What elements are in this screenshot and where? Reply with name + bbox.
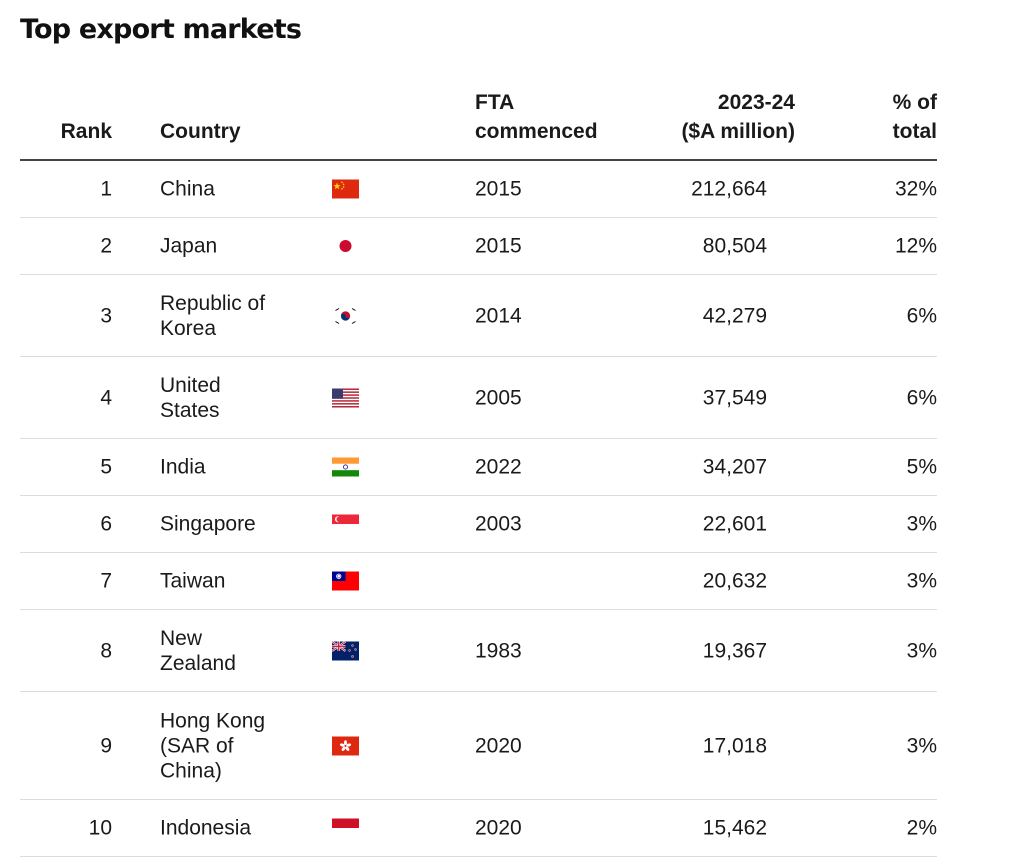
export-value-cell: 37,549 <box>702 386 767 409</box>
india-flag-icon <box>332 457 359 477</box>
rank-cell: 1 <box>100 177 112 201</box>
fta-year-cell: 1983 <box>475 639 522 662</box>
country-cell: Indonesia <box>160 816 310 841</box>
header-pct-line2: total <box>892 120 937 143</box>
country-name-line: Indonesia <box>160 816 252 840</box>
country-cell: New Zealand <box>160 626 310 676</box>
table-row: 2 Japan 2015 80,504 12% <box>20 218 937 275</box>
table-row: 5 India 2022 34,207 5% <box>20 439 937 496</box>
export-value-cell: 19,367 <box>702 639 767 662</box>
percent-total-cell: 6% <box>906 386 937 409</box>
fta-year-cell: 2005 <box>475 386 522 409</box>
fta-year-cell: 2020 <box>475 734 522 757</box>
percent-total-cell: 12% <box>894 234 937 258</box>
country-name-line: States <box>160 398 220 422</box>
country-name-line: New <box>160 626 203 650</box>
table-row: 9 Hong Kong (SAR of China) 2020 17,018 3% <box>20 692 937 800</box>
country-name-line: Taiwan <box>160 569 226 593</box>
table-row: 3 Republic of Korea 2014 42,279 6% <box>20 275 937 357</box>
country-name-line: China <box>160 177 215 201</box>
new-zealand-flag-icon <box>332 641 359 660</box>
country-cell: India <box>160 455 310 480</box>
percent-total-cell: 3% <box>906 569 937 593</box>
country-name-line: Republic of <box>160 291 266 315</box>
country-name-line: United <box>160 373 221 397</box>
header-fta-line1: FTA <box>475 91 515 114</box>
fta-year-cell: 2022 <box>475 455 522 479</box>
rank-cell: 10 <box>88 816 112 840</box>
rank-cell: 6 <box>100 512 112 536</box>
percent-total-cell: 3% <box>906 734 937 757</box>
header-value-line1: 2023-24 <box>717 91 795 114</box>
rank-cell: 7 <box>100 569 112 593</box>
country-cell: China <box>160 177 310 202</box>
country-name-line: Korea <box>160 316 217 340</box>
country-name-line: Hong Kong <box>160 709 266 732</box>
header-pct: % of total <box>893 88 937 146</box>
header-fta: FTA commenced <box>475 88 598 146</box>
rank-cell: 8 <box>100 639 112 662</box>
country-cell: Hong Kong (SAR of China) <box>160 708 310 783</box>
rank-cell: 3 <box>100 304 112 327</box>
table-row: 1 China 2015 212,664 32% <box>20 161 937 218</box>
hong-kong-flag-icon <box>332 736 359 755</box>
header-value-line2: ($A million) <box>681 120 795 143</box>
percent-total-cell: 6% <box>906 304 937 327</box>
header-fta-line2: commenced <box>475 120 598 143</box>
rank-cell: 5 <box>100 455 112 479</box>
country-name-line: Singapore <box>160 512 256 536</box>
rank-cell: 4 <box>100 386 112 409</box>
table-row: 4 United States 2005 37,549 6% <box>20 357 937 439</box>
country-cell: Singapore <box>160 512 310 537</box>
country-cell: Republic of Korea <box>160 291 310 341</box>
export-value-cell: 15,462 <box>702 816 767 840</box>
indonesia-flag-icon <box>332 818 359 838</box>
fta-year-cell: 2003 <box>475 512 522 536</box>
export-markets-table: Rank Country FTA commenced 2023-24 ($A m… <box>20 88 937 857</box>
table-row: 10 Indonesia 2020 15,462 2% <box>20 800 937 857</box>
table-row: 6 Singapore 2003 22,601 3% <box>20 496 937 553</box>
header-value: 2023-24 ($A million) <box>681 88 795 146</box>
usa-flag-icon <box>332 388 359 407</box>
percent-total-cell: 5% <box>906 455 937 479</box>
fta-year-cell: 2014 <box>475 304 522 327</box>
country-name-line: (SAR of <box>160 734 234 757</box>
fta-year-cell: 2015 <box>475 177 522 201</box>
percent-total-cell: 2% <box>906 816 937 840</box>
country-cell: United States <box>160 373 310 423</box>
percent-total-cell: 32% <box>894 177 937 201</box>
table-body: 1 China 2015 212,664 32% 2 Japan 2015 80,504 12% 3… <box>20 161 937 857</box>
china-flag-icon <box>332 179 359 199</box>
header-pct-line1: % of <box>892 91 937 114</box>
country-name-line: Japan <box>160 234 218 258</box>
country-name-line: India <box>160 455 206 479</box>
country-name-line: Zealand <box>160 651 236 675</box>
country-cell: Taiwan <box>160 569 310 594</box>
fta-year-cell: 2020 <box>475 816 522 840</box>
table-row: 8 New Zealand 1983 19,367 3% <box>20 610 937 692</box>
export-value-cell: 34,207 <box>702 455 767 479</box>
korea-flag-icon <box>332 306 359 325</box>
table-row: 7 Taiwan 20,632 3% <box>20 553 937 610</box>
country-cell: Japan <box>160 234 310 259</box>
rank-cell: 9 <box>100 734 112 757</box>
taiwan-flag-icon <box>332 571 359 591</box>
fta-year-cell: 2015 <box>475 234 522 258</box>
export-value-cell: 20,632 <box>702 569 767 593</box>
header-rank: Rank <box>60 120 112 143</box>
table-header: Rank Country FTA commenced 2023-24 ($A m… <box>20 88 937 161</box>
header-country: Country <box>160 120 241 143</box>
singapore-flag-icon <box>332 514 359 534</box>
japan-flag-icon <box>332 237 359 256</box>
country-name-line: China) <box>160 759 222 782</box>
percent-total-cell: 3% <box>906 512 937 536</box>
export-value-cell: 22,601 <box>702 512 767 536</box>
export-value-cell: 80,504 <box>702 234 767 258</box>
export-value-cell: 42,279 <box>702 304 767 327</box>
percent-total-cell: 3% <box>906 639 937 662</box>
page-title: Top export markets <box>20 14 302 45</box>
rank-cell: 2 <box>100 234 112 258</box>
export-value-cell: 17,018 <box>702 734 767 757</box>
export-value-cell: 212,664 <box>691 177 767 201</box>
